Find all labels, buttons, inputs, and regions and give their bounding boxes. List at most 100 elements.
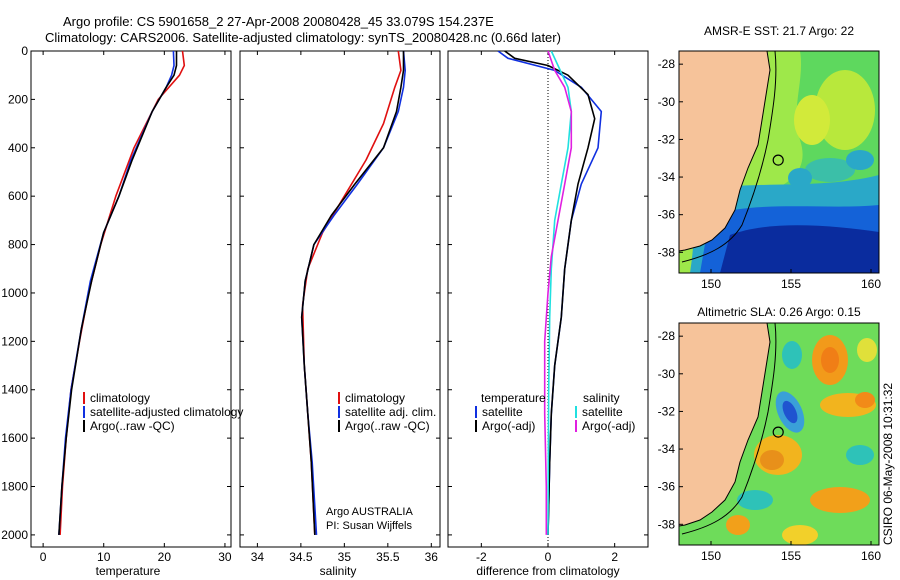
- sst-land: [679, 51, 770, 251]
- series-line-salinity-satellite: [547, 51, 573, 535]
- difference-y-ticks: [448, 50, 648, 536]
- x-tick-label: 35.5: [376, 550, 400, 564]
- sst-map-frame: [678, 50, 880, 274]
- sla-map-frame: [678, 322, 880, 546]
- sst-map-title: AMSR-E SST: 21.7 Argo: 22: [704, 24, 854, 38]
- difference-series: [497, 51, 603, 535]
- series-line-climatology: [59, 51, 186, 535]
- series-line-climatology: [301, 51, 402, 535]
- y-tick-label: 400: [8, 141, 28, 155]
- timestamp-stamp: CSIRO 06-May-2008 10:31:32: [881, 383, 895, 545]
- map-x-tick-label: 150: [701, 549, 721, 563]
- y-tick-label: 0: [21, 44, 28, 58]
- map-y-tick-label: -30: [658, 367, 676, 381]
- legend-temperature-heading: temperature: [481, 391, 546, 405]
- map-y-tick-label: -30: [658, 95, 676, 109]
- map-x-tick-label: 150: [701, 277, 721, 291]
- x-tick-label: 2: [611, 550, 618, 564]
- sla-map-panel: Altimetric SLA: 0.26 Argo: 0.15: [658, 305, 882, 563]
- salinity-axes-frame: [239, 50, 441, 548]
- y-tick-label: 1600: [1, 431, 28, 445]
- x-tick-label: -2: [476, 550, 487, 564]
- legend-climatology-label: climatology: [90, 391, 150, 405]
- map-x-tick-label: 155: [781, 549, 801, 563]
- map-y-tick-label: -38: [658, 517, 676, 531]
- y-tick-label: 600: [8, 189, 28, 203]
- difference-panel: -2 0 2 difference from climatology tempera…: [447, 50, 649, 578]
- legend-sat-label: satellite adj. clim.: [345, 405, 436, 419]
- temperature-panel: 0 200 400 600 800 1000 1200 1400 1600 1800 2000 0 1…: [1, 44, 243, 578]
- x-tick-label: 34: [251, 550, 265, 564]
- series-line-argo-raw-qc-: [300, 51, 405, 535]
- salinity-xlabel: salinity: [320, 564, 357, 578]
- y-tick-label: 800: [8, 238, 28, 252]
- figure-title-line2: Climatology: CARS2006. Satellite-adjuste…: [45, 30, 561, 45]
- x-tick-label: 20: [158, 550, 172, 564]
- legend-argo2-label: Argo(..raw -QC): [345, 419, 430, 433]
- x-tick-label: 10: [97, 550, 111, 564]
- legend-satellite-label: satellite-adjusted climatology: [90, 405, 243, 419]
- map-y-tick-label: -34: [658, 170, 676, 184]
- x-tick-label: 30: [218, 550, 232, 564]
- legend-salinity-heading: salinity: [583, 391, 620, 405]
- x-tick-label: 0: [545, 550, 552, 564]
- salinity-x-axis: 34 34.5 35 35.5 36: [251, 51, 439, 564]
- sla-map-image: [679, 323, 879, 545]
- temperature-xlabel: temperature: [96, 564, 161, 578]
- map-y-tick-label: -34: [658, 442, 676, 456]
- temperature-axes-frame: [30, 50, 232, 548]
- sla-map-title: Altimetric SLA: 0.26 Argo: 0.15: [697, 305, 861, 319]
- y-tick-label: 1400: [1, 383, 28, 397]
- salinity-panel: 34 34.5 35 35.5 36 salinity climatology sate…: [239, 50, 441, 578]
- map-y-tick-label: -32: [658, 404, 676, 418]
- temperature-x-axis: 0 10 20 30: [40, 51, 232, 564]
- map-y-tick-label: -36: [658, 480, 676, 494]
- legend-sal-sat-label: satellite: [582, 405, 623, 419]
- sla-map-y-axis: -28 -30 -32 -34 -36 -38: [658, 329, 683, 531]
- sst-map-panel: AMSR-E SST: 21.7 Argo: 22 -28 -30 -32 -34 -3…: [658, 24, 882, 291]
- series-line-argo-raw-qc-: [58, 51, 178, 535]
- sst-argo-location-marker: [772, 154, 784, 166]
- series-line-satellite-adj-clim-: [300, 51, 406, 535]
- x-tick-label: 36: [425, 550, 439, 564]
- map-x-tick-label: 160: [861, 277, 881, 291]
- map-x-tick-label: 155: [781, 277, 801, 291]
- sst-map-image: [679, 51, 879, 273]
- y-tick-label: 1800: [1, 480, 28, 494]
- y-tick-label: 2000: [1, 528, 28, 542]
- x-tick-label: 0: [40, 550, 47, 564]
- map-x-tick-label: 160: [861, 549, 881, 563]
- sst-map-y-axis: -28 -30 -32 -34 -36 -38: [658, 57, 683, 259]
- x-tick-label: 35: [338, 550, 352, 564]
- map-y-tick-label: -32: [658, 132, 676, 146]
- argo-program-label: Argo AUSTRALIA: [326, 506, 413, 518]
- sla-argo-location-marker: [772, 426, 784, 438]
- legend-clim-label: climatology: [345, 391, 405, 405]
- temperature-series: [58, 51, 186, 535]
- map-y-tick-label: -28: [658, 57, 676, 71]
- y-tick-label: 200: [8, 92, 28, 106]
- temperature-y-axis: 0 200 400 600 800 1000 1200 1400 1600 1800 2000: [1, 44, 231, 542]
- salinity-legend: climatology satellite adj. clim. Argo(..…: [338, 391, 436, 433]
- temperature-legend: climatology satellite-adjusted climatolo…: [83, 391, 243, 433]
- figure-title-line1: Argo profile: CS 5901658_2 27-Apr-2008 2…: [63, 14, 494, 29]
- sla-land: [679, 323, 770, 526]
- legend-argo-label: Argo(..raw -QC): [90, 419, 175, 433]
- difference-legend: temperature satellite Argo(-adj) salinit…: [475, 391, 635, 433]
- y-tick-label: 1200: [1, 334, 28, 348]
- legend-temp-sat-label: satellite: [482, 405, 523, 419]
- difference-xlabel: difference from climatology: [476, 564, 619, 578]
- map-y-tick-label: -28: [658, 329, 676, 343]
- sla-map-x-axis: 150 155 160: [701, 541, 881, 563]
- pi-label: PI: Susan Wijffels: [326, 520, 412, 532]
- sst-map-x-axis: 150 155 160: [701, 269, 881, 291]
- legend-temp-argo-label: Argo(-adj): [482, 419, 535, 433]
- legend-sal-argo-label: Argo(-adj): [582, 419, 635, 433]
- salinity-series: [300, 51, 406, 535]
- map-y-tick-label: -36: [658, 208, 676, 222]
- map-y-tick-label: -38: [658, 245, 676, 259]
- x-tick-label: 34.5: [289, 550, 313, 564]
- salinity-y-ticks: [240, 50, 440, 536]
- series-line-satellite-adjusted-climatology: [58, 51, 175, 535]
